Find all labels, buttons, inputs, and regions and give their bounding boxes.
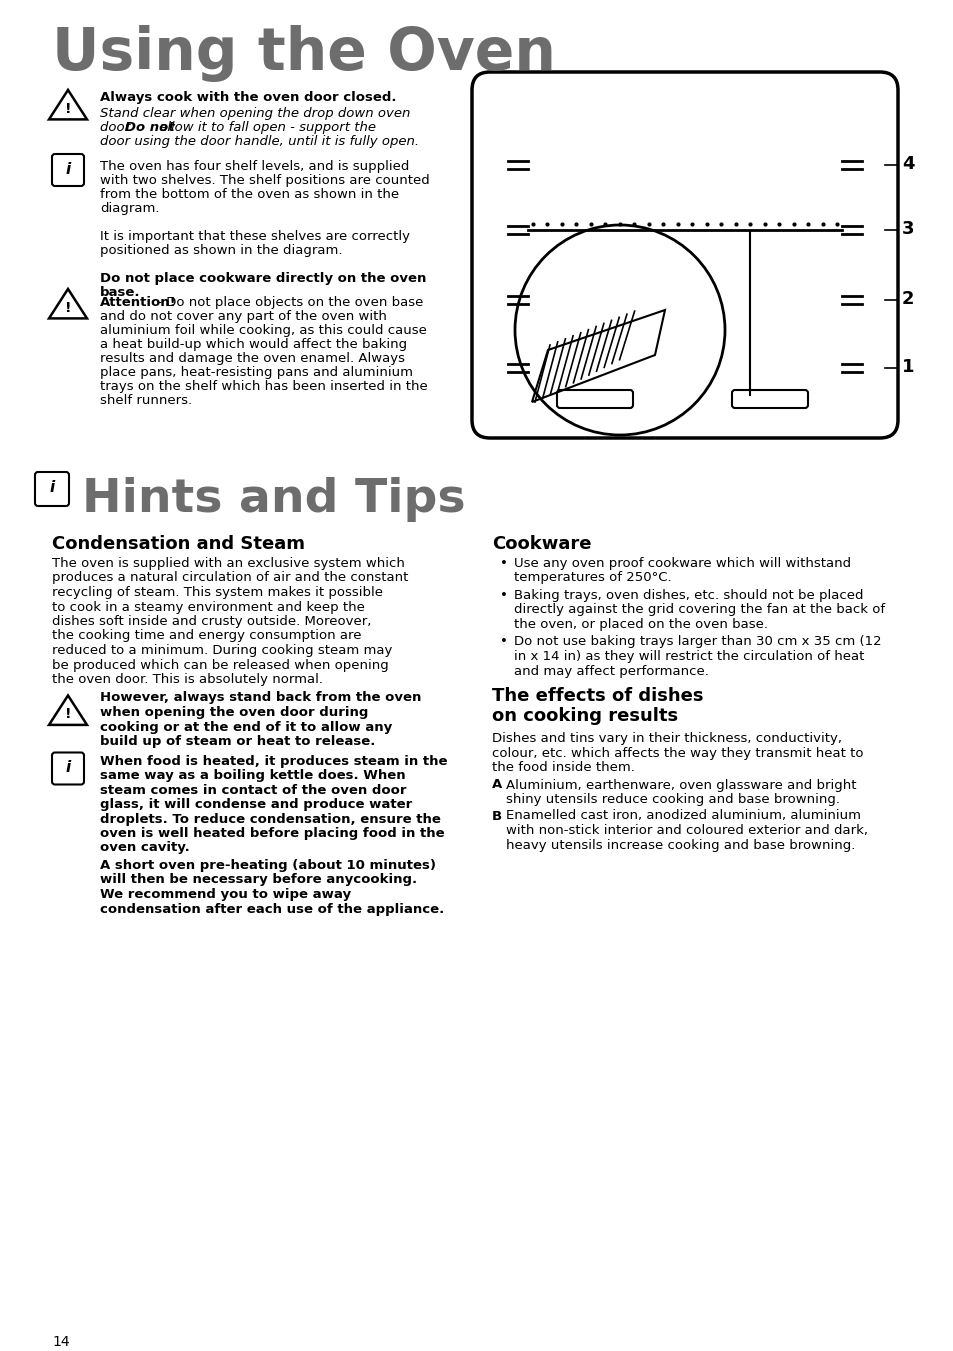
Text: Aluminium, earthenware, oven glassware and bright: Aluminium, earthenware, oven glassware a… <box>505 778 856 792</box>
Text: shiny utensils reduce cooking and base browning.: shiny utensils reduce cooking and base b… <box>505 793 840 807</box>
Text: base.: base. <box>100 286 140 299</box>
Text: steam comes in contact of the oven door: steam comes in contact of the oven door <box>100 784 406 797</box>
Text: the oven, or placed on the oven base.: the oven, or placed on the oven base. <box>514 617 767 631</box>
Text: build up of steam or heat to release.: build up of steam or heat to release. <box>100 735 375 748</box>
Text: in x 14 in) as they will restrict the circulation of heat: in x 14 in) as they will restrict the ci… <box>514 650 863 663</box>
Text: droplets. To reduce condensation, ensure the: droplets. To reduce condensation, ensure… <box>100 812 440 825</box>
Text: When food is heated, it produces steam in the: When food is heated, it produces steam i… <box>100 754 447 767</box>
Text: trays on the shelf which has been inserted in the: trays on the shelf which has been insert… <box>100 380 427 393</box>
Text: results and damage the oven enamel. Always: results and damage the oven enamel. Alwa… <box>100 353 405 365</box>
Text: with non-stick interior and coloured exterior and dark,: with non-stick interior and coloured ext… <box>505 824 867 838</box>
Text: heavy utensils increase cooking and base browning.: heavy utensils increase cooking and base… <box>505 839 855 851</box>
Text: place pans, heat-resisting pans and aluminium: place pans, heat-resisting pans and alum… <box>100 366 413 380</box>
Text: temperatures of 250°C.: temperatures of 250°C. <box>514 571 671 585</box>
Text: the food inside them.: the food inside them. <box>492 761 634 774</box>
Text: The oven has four shelf levels, and is supplied: The oven has four shelf levels, and is s… <box>100 159 409 173</box>
Text: on cooking results: on cooking results <box>492 707 678 725</box>
Text: the cooking time and energy consumption are: the cooking time and energy consumption … <box>52 630 361 643</box>
Text: 3: 3 <box>901 220 914 238</box>
Text: condensation after each use of the appliance.: condensation after each use of the appli… <box>100 902 444 916</box>
Text: Use any oven proof cookware which will withstand: Use any oven proof cookware which will w… <box>514 557 850 570</box>
Text: •: • <box>499 635 507 648</box>
Text: produces a natural circulation of air and the constant: produces a natural circulation of air an… <box>52 571 408 585</box>
Text: i: i <box>66 162 71 177</box>
Text: colour, etc. which affects the way they transmit heat to: colour, etc. which affects the way they … <box>492 747 862 759</box>
Text: However, always stand back from the oven: However, always stand back from the oven <box>100 692 421 704</box>
Text: oven cavity.: oven cavity. <box>100 842 190 854</box>
Text: The oven is supplied with an exclusive system which: The oven is supplied with an exclusive s… <box>52 557 404 570</box>
Text: door using the door handle, until it is fully open.: door using the door handle, until it is … <box>100 135 418 149</box>
Text: •: • <box>499 589 507 603</box>
Text: cooking or at the end of it to allow any: cooking or at the end of it to allow any <box>100 720 392 734</box>
Text: diagram.: diagram. <box>100 203 159 215</box>
Text: recycling of steam. This system makes it possible: recycling of steam. This system makes it… <box>52 586 382 598</box>
Text: !: ! <box>65 301 71 315</box>
Text: 2: 2 <box>901 290 914 308</box>
Text: A: A <box>492 778 501 792</box>
Text: directly against the grid covering the fan at the back of: directly against the grid covering the f… <box>514 604 884 616</box>
Text: •: • <box>499 557 507 570</box>
Text: to cook in a steamy environment and keep the: to cook in a steamy environment and keep… <box>52 600 364 613</box>
Text: 4: 4 <box>901 155 914 173</box>
Text: be produced which can be released when opening: be produced which can be released when o… <box>52 658 388 671</box>
Text: same way as a boiling kettle does. When: same way as a boiling kettle does. When <box>100 769 405 782</box>
Text: Do not: Do not <box>125 122 174 134</box>
Text: - Do not place objects on the oven base: - Do not place objects on the oven base <box>152 296 423 309</box>
Text: shelf runners.: shelf runners. <box>100 394 192 407</box>
Text: Cookware: Cookware <box>492 535 591 553</box>
Text: with two shelves. The shelf positions are counted: with two shelves. The shelf positions ar… <box>100 174 429 186</box>
Text: It is important that these shelves are correctly: It is important that these shelves are c… <box>100 230 410 243</box>
Text: dishes soft inside and crusty outside. Moreover,: dishes soft inside and crusty outside. M… <box>52 615 371 628</box>
Text: Stand clear when opening the drop down oven: Stand clear when opening the drop down o… <box>100 107 410 120</box>
Text: a heat build-up which would affect the baking: a heat build-up which would affect the b… <box>100 338 407 351</box>
Text: oven is well heated before placing food in the: oven is well heated before placing food … <box>100 827 444 840</box>
Text: i: i <box>50 481 54 496</box>
Text: 14: 14 <box>52 1335 70 1350</box>
Text: positioned as shown in the diagram.: positioned as shown in the diagram. <box>100 245 342 257</box>
Text: will then be necessary before anycooking.: will then be necessary before anycooking… <box>100 874 416 886</box>
Text: 1: 1 <box>901 358 914 376</box>
Text: Condensation and Steam: Condensation and Steam <box>52 535 305 553</box>
Text: !: ! <box>65 101 71 116</box>
Text: Baking trays, oven dishes, etc. should not be placed: Baking trays, oven dishes, etc. should n… <box>514 589 862 603</box>
Text: Do not use baking trays larger than 30 cm x 35 cm (12: Do not use baking trays larger than 30 c… <box>514 635 881 648</box>
Text: Always cook with the oven door closed.: Always cook with the oven door closed. <box>100 91 396 104</box>
Text: !: ! <box>65 708 71 721</box>
Text: aluminium foil while cooking, as this could cause: aluminium foil while cooking, as this co… <box>100 324 426 336</box>
Text: i: i <box>66 761 71 775</box>
Text: A short oven pre-heating (about 10 minutes): A short oven pre-heating (about 10 minut… <box>100 859 436 871</box>
Text: Attention!: Attention! <box>100 296 176 309</box>
Text: from the bottom of the oven as shown in the: from the bottom of the oven as shown in … <box>100 188 398 201</box>
Text: Enamelled cast iron, anodized aluminium, aluminium: Enamelled cast iron, anodized aluminium,… <box>505 809 861 823</box>
Text: door.: door. <box>100 122 137 134</box>
Text: allow it to fall open - support the: allow it to fall open - support the <box>154 122 375 134</box>
Text: glass, it will condense and produce water: glass, it will condense and produce wate… <box>100 798 412 811</box>
Text: reduced to a minimum. During cooking steam may: reduced to a minimum. During cooking ste… <box>52 644 392 657</box>
Text: Dishes and tins vary in their thickness, conductivity,: Dishes and tins vary in their thickness,… <box>492 732 841 744</box>
Text: The effects of dishes: The effects of dishes <box>492 688 702 705</box>
Text: and do not cover any part of the oven with: and do not cover any part of the oven wi… <box>100 309 387 323</box>
Text: and may affect performance.: and may affect performance. <box>514 665 708 677</box>
Text: the oven door. This is absolutely normal.: the oven door. This is absolutely normal… <box>52 673 323 686</box>
Text: Do not place cookware directly on the oven: Do not place cookware directly on the ov… <box>100 272 426 285</box>
Text: B: B <box>492 809 501 823</box>
Text: Hints and Tips: Hints and Tips <box>82 477 465 521</box>
Text: We recommend you to wipe away: We recommend you to wipe away <box>100 888 351 901</box>
Text: Using the Oven: Using the Oven <box>52 26 556 82</box>
Text: when opening the oven door during: when opening the oven door during <box>100 707 368 719</box>
